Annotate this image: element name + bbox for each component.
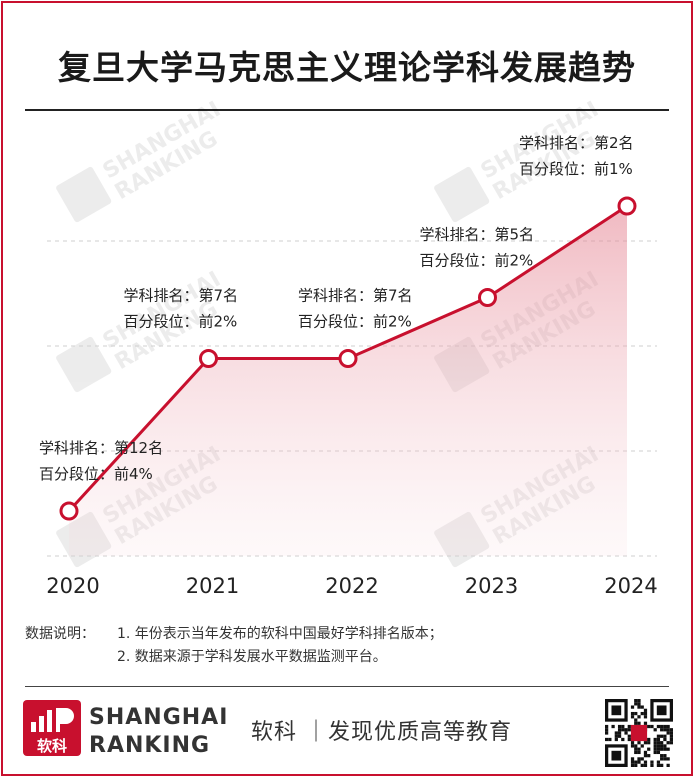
x-tick-label: 2024 (604, 574, 657, 598)
rank-label: 学科排名：第7名 (298, 287, 413, 305)
data-point (199, 349, 218, 368)
notes-line-2: 2. 数据来源于学科发展水平数据监测平台。 (117, 649, 387, 665)
qr-code-icon (605, 699, 673, 767)
logo-text: 软科 (37, 737, 67, 755)
slogan: 软科 ｜发现优质高等教育 (251, 720, 512, 745)
x-axis-ticks: 2020 2021 2022 2023 2024 (46, 574, 657, 598)
footer-divider (25, 686, 669, 687)
title-divider (25, 109, 669, 111)
area-fill (69, 206, 627, 556)
percentile-label: 百分段位：前2% (124, 313, 238, 331)
rank-label: 学科排名：第7名 (124, 287, 239, 305)
data-point (617, 196, 637, 216)
brand-name: SHANGHAI RANKING (89, 705, 229, 758)
percentile-label: 百分段位：前2% (420, 252, 534, 270)
data-labels: 学科排名：第12名百分段位：前4%学科排名：第7名百分段位：前2%学科排名：第7… (39, 134, 634, 483)
percentile-label: 百分段位：前4% (39, 465, 153, 483)
shanghai-ranking-logo-icon: 软科 (23, 700, 81, 756)
x-tick-label: 2023 (465, 574, 518, 598)
x-tick-label: 2020 (46, 574, 99, 598)
data-points (59, 196, 637, 521)
data-point (338, 349, 358, 368)
notes-heading: 数据说明： (25, 626, 95, 642)
percentile-label: 百分段位：前2% (298, 313, 412, 331)
data-notes: 数据说明： 1. 年份表示当年发布的软科中国最好学科排名版本； 2. 数据来源于… (25, 623, 443, 669)
data-point (59, 501, 79, 521)
page-title: 复旦大学马克思主义理论学科发展趋势 (58, 48, 636, 87)
rank-label: 学科排名：第12名 (39, 439, 163, 457)
percentile-label: 百分段位：前1% (519, 160, 633, 178)
x-tick-label: 2022 (325, 574, 378, 598)
rank-label: 学科排名：第2名 (519, 134, 634, 152)
x-tick-label: 2021 (186, 574, 239, 598)
notes-line-1: 1. 年份表示当年发布的软科中国最好学科排名版本； (117, 626, 443, 642)
data-point (478, 288, 497, 307)
rank-label: 学科排名：第5名 (420, 226, 535, 244)
